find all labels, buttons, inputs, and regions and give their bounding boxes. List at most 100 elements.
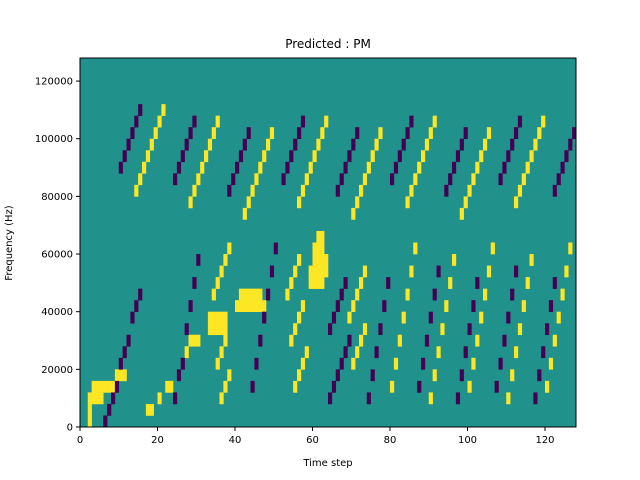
heatmap-cell-high <box>138 173 143 186</box>
heatmap-cell-high <box>483 138 488 151</box>
heatmap-cell-low <box>126 334 131 347</box>
heatmap-cell-high <box>250 300 255 312</box>
heatmap-cell-high <box>312 242 317 255</box>
heatmap-cell-high <box>448 277 453 289</box>
heatmap-cell-high <box>250 184 255 197</box>
heatmap-cell-low <box>494 380 499 393</box>
heatmap-cell-low <box>370 369 375 382</box>
heatmap-cell-low <box>552 277 557 289</box>
heatmap-cell-high <box>428 127 433 140</box>
heatmap-cell-high <box>145 403 151 416</box>
heatmap-cell-low <box>432 288 437 301</box>
heatmap-cell-low <box>173 173 178 186</box>
heatmap-cell-high <box>246 288 251 301</box>
heatmap-cell-low <box>471 300 476 312</box>
heatmap-cell-high <box>312 265 317 278</box>
heatmap-cell-low <box>235 161 240 174</box>
heatmap-cell-low <box>180 357 185 370</box>
heatmap-cell-high <box>297 196 302 209</box>
heatmap-cell-low <box>339 357 344 370</box>
heatmap-cell-high <box>258 288 263 301</box>
heatmap-cell-high <box>219 392 224 405</box>
heatmap-cell-high <box>219 323 224 336</box>
heatmap-cell-high <box>486 127 492 140</box>
heatmap-cell-low <box>417 380 422 393</box>
heatmap-cell-low <box>246 127 251 140</box>
y-tick-label: 120000 <box>35 77 73 88</box>
heatmap-cell-high <box>467 380 472 393</box>
heatmap-cell-low <box>107 403 112 416</box>
heatmap-cell-low <box>188 127 193 140</box>
heatmap-cells <box>87 104 577 428</box>
heatmap-cell-high <box>390 380 395 393</box>
heatmap-cell-high <box>304 173 309 186</box>
heatmap-cell-high <box>525 161 530 174</box>
heatmap-cell-high <box>219 346 224 359</box>
heatmap-cell-high <box>517 184 523 197</box>
heatmap-cell-high <box>320 230 325 243</box>
heatmap-cell-high <box>444 300 449 312</box>
heatmap-cell-low <box>130 311 135 324</box>
heatmap-cell-high <box>157 115 162 128</box>
heatmap-cell-low <box>122 150 127 163</box>
heatmap-cell-high <box>308 277 313 289</box>
heatmap-cell-low <box>331 311 337 324</box>
heatmap-cell-high <box>324 115 329 128</box>
heatmap-cell-high <box>529 150 534 163</box>
heatmap-cell-high <box>238 300 244 312</box>
heatmap-cell-high <box>204 150 209 163</box>
heatmap-cell-low <box>297 127 302 140</box>
heatmap-cell-high <box>483 288 488 301</box>
heatmap-cell-high <box>242 300 247 312</box>
heatmap-cell-low <box>517 115 523 128</box>
heatmap-cell-low <box>126 138 131 151</box>
heatmap-cell-low <box>227 184 232 197</box>
heatmap-cell-low <box>545 323 550 336</box>
heatmap-cell-low <box>393 161 399 174</box>
y-tick-label: 80000 <box>41 192 73 203</box>
heatmap-cell-high <box>521 173 526 186</box>
heatmap-cell-low <box>498 357 503 370</box>
heatmap-cell-low <box>510 288 515 301</box>
heatmap-cell-high <box>316 138 321 151</box>
heatmap-cell-high <box>521 300 526 312</box>
heatmap-cell-low <box>184 323 189 336</box>
heatmap-cell-low <box>300 115 306 128</box>
heatmap-cell-high <box>207 138 213 151</box>
heatmap-cell-high <box>215 357 220 370</box>
heatmap-cell-low <box>176 161 182 174</box>
heatmap-cell-high <box>304 346 309 359</box>
y-tick-label: 60000 <box>41 250 73 261</box>
heatmap-cell-high <box>316 254 321 266</box>
heatmap-cell-high <box>207 323 213 336</box>
heatmap-cell-high <box>219 265 224 278</box>
heatmap-cell-high <box>421 150 426 163</box>
heatmap-cell-high <box>161 104 166 116</box>
heatmap-cell-low <box>351 138 356 151</box>
heatmap-cell-low <box>192 277 197 289</box>
heatmap-cell-high <box>227 242 232 255</box>
heatmap-cell-high <box>242 207 247 220</box>
heatmap-cell-high <box>103 380 108 393</box>
heatmap-cell-low <box>467 323 472 336</box>
heatmap-cell-high <box>145 150 151 163</box>
heatmap-cell-high <box>122 369 127 382</box>
heatmap-cell-high <box>184 346 189 359</box>
heatmap-cell-high <box>556 311 561 324</box>
heatmap-cell-low <box>231 173 236 186</box>
chart-title: Predicted : PM <box>285 37 371 51</box>
heatmap-cell-high <box>285 288 290 301</box>
heatmap-cell-high <box>510 369 515 382</box>
heatmap-cell-high <box>211 311 216 324</box>
heatmap-cell-high <box>215 311 220 324</box>
heatmap-cell-low <box>103 415 108 428</box>
heatmap-cell-high <box>537 127 542 140</box>
heatmap-cell-high <box>362 323 368 336</box>
heatmap-cell-low <box>188 300 193 312</box>
heatmap-cell-low <box>463 127 468 140</box>
heatmap-cell-high <box>312 277 317 289</box>
heatmap-cell-high <box>320 265 325 278</box>
heatmap-cell-high <box>196 334 201 347</box>
heatmap-cell-low <box>386 277 391 289</box>
heatmap-cell-low <box>343 277 348 289</box>
